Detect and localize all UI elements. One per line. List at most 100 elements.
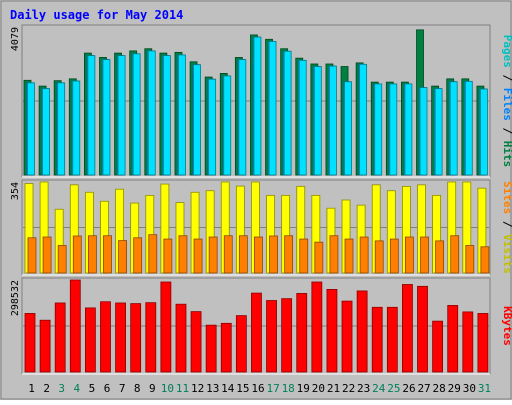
bar-pages bbox=[147, 50, 156, 176]
bar-kbytes bbox=[145, 302, 157, 373]
x-tick-label: 18 bbox=[282, 382, 295, 395]
bar-kbytes bbox=[205, 324, 217, 373]
panel-max-label: 354 bbox=[10, 182, 21, 200]
bar-sites bbox=[103, 235, 112, 274]
bar-sites bbox=[148, 234, 158, 274]
chart-panels: 4079 Pages / Files / Hits 354 Sites / Visit… bbox=[10, 24, 512, 375]
x-tick-label: 17 bbox=[266, 382, 279, 395]
bar-kbytes bbox=[402, 284, 413, 373]
bar-kbytes bbox=[115, 302, 126, 373]
chart-title: Daily usage for May 2014 bbox=[10, 8, 183, 22]
legend-separator: / bbox=[501, 121, 512, 141]
x-tick-label: 15 bbox=[236, 382, 249, 395]
bar-kbytes bbox=[84, 307, 96, 373]
panel-side-legend: Pages / Files / Hits bbox=[501, 35, 512, 168]
bar-kbytes bbox=[432, 320, 444, 373]
bar-sites bbox=[254, 236, 263, 274]
bar-kbytes bbox=[69, 279, 81, 373]
x-tick-label: 7 bbox=[119, 382, 126, 395]
x-tick-label: 21 bbox=[327, 382, 340, 395]
bar-pages bbox=[298, 59, 307, 176]
bar-sites bbox=[450, 235, 460, 274]
bar-kbytes bbox=[190, 311, 202, 373]
panel-kbytes: 298532 KBytes bbox=[10, 277, 512, 375]
x-tick-label: 26 bbox=[402, 382, 415, 395]
bar-pages bbox=[178, 54, 186, 176]
x-tick-label: 25 bbox=[387, 382, 400, 395]
bar-pages bbox=[27, 82, 35, 176]
bar-pages bbox=[359, 63, 368, 176]
bar-kbytes bbox=[220, 322, 232, 373]
bar-kbytes bbox=[341, 300, 353, 373]
x-tick-label: 10 bbox=[161, 382, 174, 395]
x-tick-label: 1 bbox=[28, 382, 35, 395]
bar-kbytes bbox=[100, 301, 111, 373]
bar-kbytes bbox=[371, 306, 383, 373]
bar-pages bbox=[404, 83, 413, 176]
x-tick-label: 2 bbox=[43, 382, 50, 395]
bar-sites bbox=[480, 246, 490, 274]
bar-pages bbox=[434, 88, 443, 176]
legend-files: Files bbox=[501, 88, 512, 121]
panel-side-legend: KBytes bbox=[501, 306, 512, 346]
x-tick-label: 28 bbox=[433, 382, 446, 395]
bar-kbytes bbox=[54, 302, 66, 373]
bar-sites bbox=[133, 237, 143, 274]
bar-sites bbox=[269, 235, 278, 274]
bar-sites bbox=[27, 237, 37, 274]
bar-kbytes bbox=[281, 298, 293, 373]
x-tick-label: 11 bbox=[176, 382, 189, 395]
x-tick-label: 23 bbox=[357, 382, 370, 395]
bar-kbytes bbox=[24, 313, 36, 373]
bar-pages bbox=[480, 88, 488, 176]
bar-sites bbox=[329, 235, 339, 274]
bar-pages bbox=[87, 55, 96, 176]
bar-pages bbox=[223, 75, 232, 176]
bar-kbytes bbox=[386, 306, 398, 373]
legend-visits: Visits bbox=[501, 234, 512, 274]
x-tick-label: 24 bbox=[372, 382, 386, 395]
bar-pages bbox=[162, 55, 171, 176]
bar-pages bbox=[329, 65, 337, 176]
bar-sites bbox=[223, 235, 233, 274]
bar-sites bbox=[420, 236, 429, 274]
legend-separator: / bbox=[501, 214, 512, 234]
bar-kbytes bbox=[235, 315, 247, 373]
bar-sites bbox=[465, 245, 475, 274]
bar-kbytes bbox=[160, 281, 172, 373]
x-tick-label: 3 bbox=[58, 382, 65, 395]
panel-max-label: 298532 bbox=[10, 280, 21, 316]
x-tick-label: 30 bbox=[463, 382, 476, 395]
bar-sites bbox=[163, 238, 173, 274]
bar-sites bbox=[42, 236, 52, 274]
bar-kbytes bbox=[130, 303, 142, 373]
panel-visits: 354 Sites / Visits bbox=[10, 179, 512, 276]
x-tick-label: 27 bbox=[417, 382, 430, 395]
bar-pages bbox=[389, 83, 398, 176]
legend-pages: Pages bbox=[501, 35, 512, 68]
legend-separator: / bbox=[501, 68, 512, 88]
bar-pages bbox=[344, 81, 352, 176]
bar-sites bbox=[208, 236, 218, 274]
bar-pages bbox=[193, 64, 201, 176]
bar-sites bbox=[405, 236, 414, 274]
bar-kbytes bbox=[477, 313, 489, 373]
bar-pages bbox=[464, 80, 473, 176]
legend-kbytes: KBytes bbox=[501, 306, 512, 346]
bar-sites bbox=[389, 238, 399, 274]
bar-sites bbox=[344, 238, 354, 274]
bar-sites bbox=[374, 240, 384, 274]
bar-pages bbox=[449, 81, 458, 176]
bar-kbytes bbox=[417, 285, 428, 373]
x-axis-tick-labels: 1 2 3 4 5 6 7 8 9 10 11 12 13 14 15 16 17 18 19 20 21 22 23 24 2… bbox=[28, 382, 491, 395]
bar-sites bbox=[435, 240, 445, 274]
bar-pages bbox=[72, 80, 81, 176]
bar-kbytes bbox=[462, 311, 474, 373]
x-tick-label: 31 bbox=[478, 382, 491, 395]
bar-pages bbox=[42, 88, 50, 176]
x-tick-label: 14 bbox=[221, 382, 235, 395]
panel-max-label: 4079 bbox=[10, 27, 21, 51]
bar-kbytes bbox=[356, 290, 368, 373]
bar-sites bbox=[193, 238, 203, 274]
x-tick-label: 13 bbox=[206, 382, 219, 395]
